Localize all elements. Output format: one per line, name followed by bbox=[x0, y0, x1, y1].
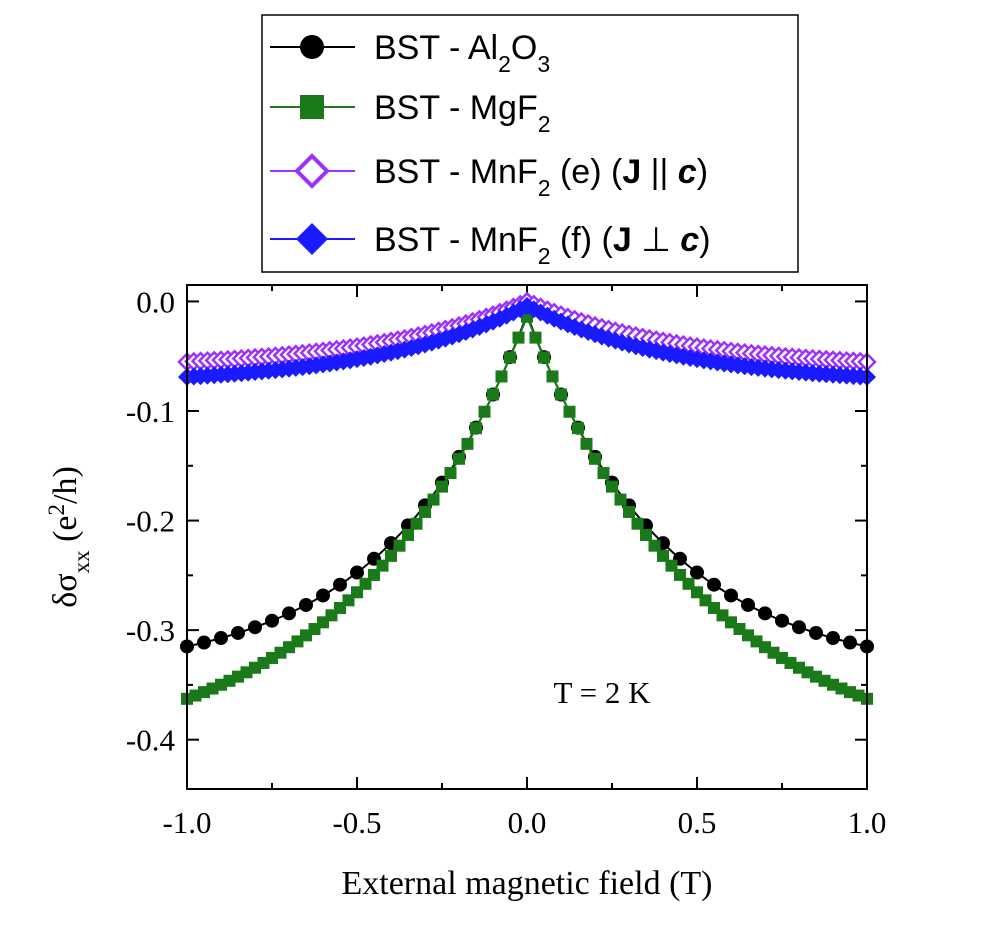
x-tick-label: 1.0 bbox=[848, 805, 887, 840]
data-point-series-1 bbox=[538, 351, 550, 364]
data-point-series-1 bbox=[427, 493, 440, 506]
x-tick-label: -1.0 bbox=[162, 805, 211, 840]
data-point-series-0 bbox=[265, 613, 279, 628]
data-point-series-1 bbox=[606, 480, 618, 493]
legend-entry-al2o3: BST - Al2O3 bbox=[270, 29, 550, 77]
data-point-series-1 bbox=[529, 331, 542, 344]
data-point-series-1 bbox=[640, 528, 652, 541]
data-point-series-1 bbox=[495, 370, 508, 383]
data-point-series-1 bbox=[470, 422, 482, 435]
data-point-series-1 bbox=[478, 405, 491, 418]
data-point-series-0 bbox=[775, 613, 789, 628]
data-series bbox=[177, 291, 877, 705]
legend-label-mnf2-f: BST - MnF2 (f) (J ⊥ c) bbox=[374, 221, 711, 269]
y-tick-label: -0.2 bbox=[126, 504, 175, 539]
data-point-series-1 bbox=[393, 539, 406, 552]
data-point-series-1 bbox=[487, 388, 499, 401]
x-tick-label: 0.5 bbox=[678, 805, 717, 840]
data-point-series-0 bbox=[707, 577, 721, 592]
plot-frame bbox=[186, 284, 868, 790]
legend-marker-al2o3 bbox=[300, 35, 324, 59]
data-point-series-1 bbox=[402, 528, 414, 541]
axis-ticks: -1.0 -0.5 0.0 0.5 1.0 0.0 -0.1 -0.2 -0.3 -0.4 bbox=[126, 284, 886, 840]
x-axis-label: External magnetic field (T) bbox=[342, 865, 713, 902]
y-tick-label: 0.0 bbox=[136, 284, 175, 319]
data-point-series-0 bbox=[248, 620, 262, 635]
data-point-series-0 bbox=[690, 565, 704, 580]
data-point-series-1 bbox=[461, 437, 474, 450]
data-point-series-1 bbox=[385, 549, 397, 562]
data-point-series-0 bbox=[197, 635, 211, 650]
data-point-series-0 bbox=[350, 565, 364, 580]
data-point-series-1 bbox=[597, 467, 610, 480]
data-point-series-0 bbox=[214, 631, 228, 646]
legend-label-mnf2-e: BST - MnF2 (e) (J || c) bbox=[374, 153, 708, 201]
data-point-series-1 bbox=[444, 467, 457, 480]
data-point-series-0 bbox=[282, 606, 296, 621]
data-point-series-0 bbox=[809, 625, 823, 640]
x-tick-label: -0.5 bbox=[332, 805, 381, 840]
data-point-series-1 bbox=[419, 505, 431, 518]
data-point-series-1 bbox=[512, 331, 525, 344]
legend-box bbox=[261, 14, 799, 273]
data-point-series-1 bbox=[614, 493, 627, 506]
data-point-series-1 bbox=[648, 539, 661, 552]
data-point-series-0 bbox=[316, 588, 330, 603]
data-point-series-1 bbox=[555, 388, 567, 401]
data-point-series-0 bbox=[843, 635, 857, 650]
data-point-series-0 bbox=[758, 606, 772, 621]
data-point-series-1 bbox=[631, 517, 644, 530]
data-point-series-1 bbox=[563, 405, 576, 418]
legend-entry-mgf2: BST - MgF2 bbox=[270, 89, 551, 137]
legend: BST - Al2O3 BST - MgF2 BST - MnF2 (e) (J… bbox=[261, 14, 799, 273]
temperature-annotation: T = 2 K bbox=[554, 675, 652, 710]
x-tick-label: 0.0 bbox=[508, 805, 547, 840]
data-point-series-0 bbox=[724, 588, 738, 603]
data-point-series-0 bbox=[299, 597, 313, 612]
data-point-series-0 bbox=[792, 620, 806, 635]
y-tick-label: -0.4 bbox=[126, 723, 176, 758]
data-point-series-1 bbox=[623, 505, 635, 518]
y-tick-label: -0.3 bbox=[126, 613, 175, 648]
y-tick-label: -0.1 bbox=[126, 394, 175, 429]
legend-entry-mnf2-e: BST - MnF2 (e) (J || c) bbox=[270, 153, 708, 201]
legend-marker-mnf2-f bbox=[296, 223, 328, 255]
data-point-series-1 bbox=[436, 480, 448, 493]
data-point-series-1 bbox=[368, 568, 380, 581]
data-point-series-1 bbox=[580, 437, 593, 450]
data-point-series-0 bbox=[826, 631, 840, 646]
data-point-series-1 bbox=[657, 549, 669, 562]
data-point-series-1 bbox=[589, 452, 601, 465]
data-point-series-1 bbox=[546, 370, 559, 383]
data-point-series-0 bbox=[333, 577, 347, 592]
data-point-series-0 bbox=[741, 597, 755, 612]
data-point-series-1 bbox=[572, 422, 584, 435]
y-axis-label: δσxx (e2/h) bbox=[44, 466, 94, 608]
data-point-series-1 bbox=[453, 452, 465, 465]
legend-entry-mnf2-f: BST - MnF2 (f) (J ⊥ c) bbox=[270, 221, 711, 269]
data-point-series-1 bbox=[376, 559, 389, 572]
legend-marker-mnf2-e bbox=[294, 153, 330, 189]
legend-label-al2o3: BST - Al2O3 bbox=[374, 29, 550, 77]
data-point-series-0 bbox=[231, 625, 245, 640]
data-point-series-1 bbox=[410, 517, 423, 530]
data-point-series-1 bbox=[665, 559, 678, 572]
data-point-series-1 bbox=[504, 351, 516, 364]
legend-label-mgf2: BST - MgF2 bbox=[374, 89, 551, 137]
legend-marker-mgf2 bbox=[300, 95, 324, 119]
